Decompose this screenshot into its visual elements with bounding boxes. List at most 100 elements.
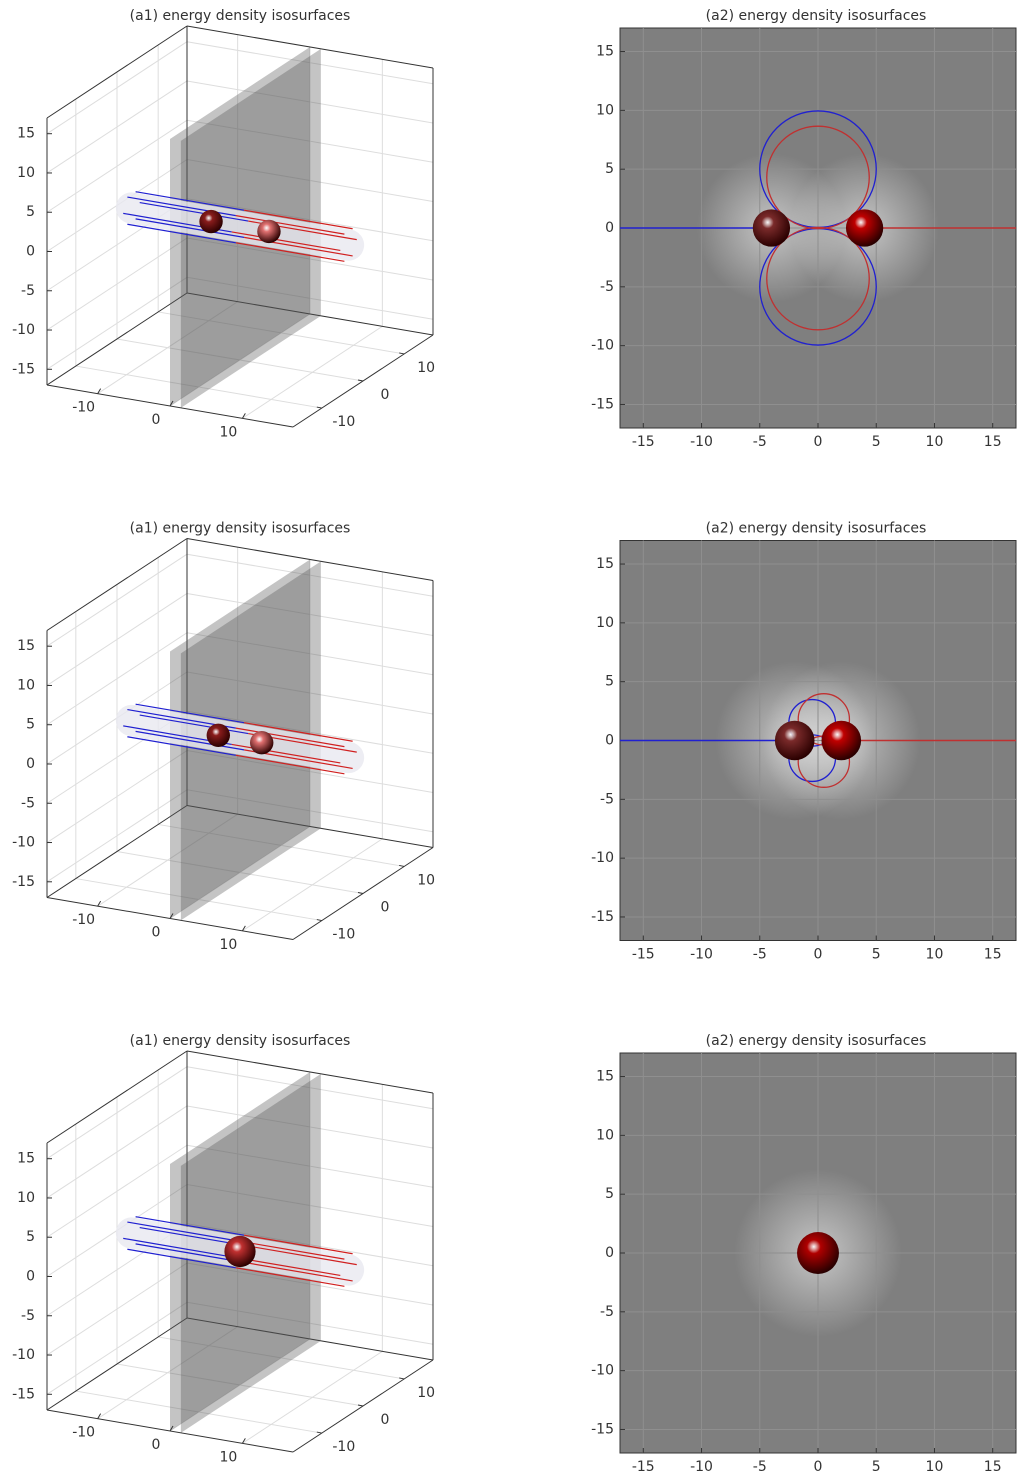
grid-line [186,789,434,833]
y-tick-label: 15 [596,556,614,572]
z-tick-label: -5 [21,795,35,811]
grid-line [116,851,364,894]
z-tick-label: 10 [17,1190,35,1206]
x-tick-label: 5 [872,947,881,963]
tube-line [244,722,353,742]
grid-line [116,338,364,382]
z-tick-label: -15 [12,874,35,890]
y-tick-label: -5 [600,279,614,295]
tube-line [135,191,245,211]
tick-mark [241,1438,246,1444]
tick-mark [97,900,102,907]
z-tick-label: 10 [17,677,35,693]
tube-line [235,727,345,748]
tube-line [235,242,345,262]
grid-line [46,276,188,370]
tick-mark [169,400,174,407]
field-loop [766,226,870,331]
y-tick-label: -10 [591,850,614,866]
x-tick-label: 0 [152,1437,161,1453]
grid-line [186,553,434,597]
y-tick-label: 0 [381,900,390,916]
x-tick-label: -15 [632,1459,655,1475]
x-tick-label: -15 [632,947,655,963]
grid-line [186,592,434,636]
z-tick-label: -5 [21,283,35,299]
particle [250,731,274,755]
grid-line [46,1301,188,1395]
tube-line [135,730,245,751]
tube-line [123,1237,232,1258]
y-tick-label: -10 [591,1363,614,1379]
tube-line [244,209,353,230]
y-tick-label: 15 [596,1069,614,1085]
tick-mark [399,864,405,867]
z-tick-label: 0 [26,756,35,772]
x-tick-label: 0 [814,1459,823,1475]
x-tick-label: 10 [926,1459,944,1475]
tube-line [135,1216,245,1236]
y-tick-label: 0 [605,220,614,236]
x-tick-label: 0 [814,434,823,450]
grid-line [46,1105,188,1199]
particle [774,720,815,761]
particle [199,209,223,234]
tube-line [235,215,345,235]
grid-line [186,1066,434,1110]
grid-line [75,1390,322,1434]
box-edge [186,292,434,336]
grid-line [116,1363,364,1407]
y-tick-label: 10 [596,1127,614,1143]
x-tick-label: 10 [219,1449,237,1465]
tube-line [127,223,236,244]
box-edge [46,25,188,119]
z-tick-label: -10 [12,322,35,338]
particle [821,720,862,761]
tube-line [244,1234,353,1255]
x-tick-label: -5 [753,434,767,450]
grid-line [186,1223,434,1267]
grid-line [46,553,188,647]
tick-mark [241,413,246,419]
tick-mark [357,1404,364,1407]
particle [224,1235,256,1268]
grid-line [158,1336,405,1380]
panel-title: (a2) energy density isosurfaces [706,1033,927,1049]
tube-line [244,1261,353,1282]
box-edge [186,538,434,581]
y-tick-label: 5 [605,1186,614,1202]
box-edge [186,1317,434,1361]
x-tick-label: -10 [72,1425,95,1441]
box-edge [186,1050,434,1094]
grid-line [158,823,405,867]
x-tick-label: 0 [152,925,161,941]
tube-line [127,1248,236,1269]
y-tick-label: 10 [417,872,435,888]
y-tick-label: -10 [332,1439,355,1455]
x-tick-label: 0 [152,412,161,428]
y-tick-label: 5 [605,674,614,690]
tick-mark [169,1425,174,1432]
tick-mark [316,919,322,922]
z-tick-label: 5 [26,204,35,220]
tube-line [235,1240,345,1260]
tube-line [135,1243,245,1263]
grid-line [186,198,434,242]
tube-line [235,754,345,775]
x-tick-label: 10 [219,937,237,953]
tube-line [127,1221,236,1242]
grid-line [186,1144,434,1188]
box-edge [46,805,188,898]
x-tick-label: 5 [872,1459,881,1475]
tube-line [139,714,249,735]
x-tick-label: -15 [632,434,655,450]
grid-line [158,311,405,355]
panel-title: (a2) energy density isosurfaces [706,521,927,537]
x-tick-label: 0 [814,947,823,963]
grid-line [46,632,188,726]
tube [115,704,365,774]
tick-mark [169,913,174,919]
panel-title: (a1) energy density isosurfaces [130,521,351,537]
tick-mark [357,892,364,894]
tube-line [135,703,245,724]
